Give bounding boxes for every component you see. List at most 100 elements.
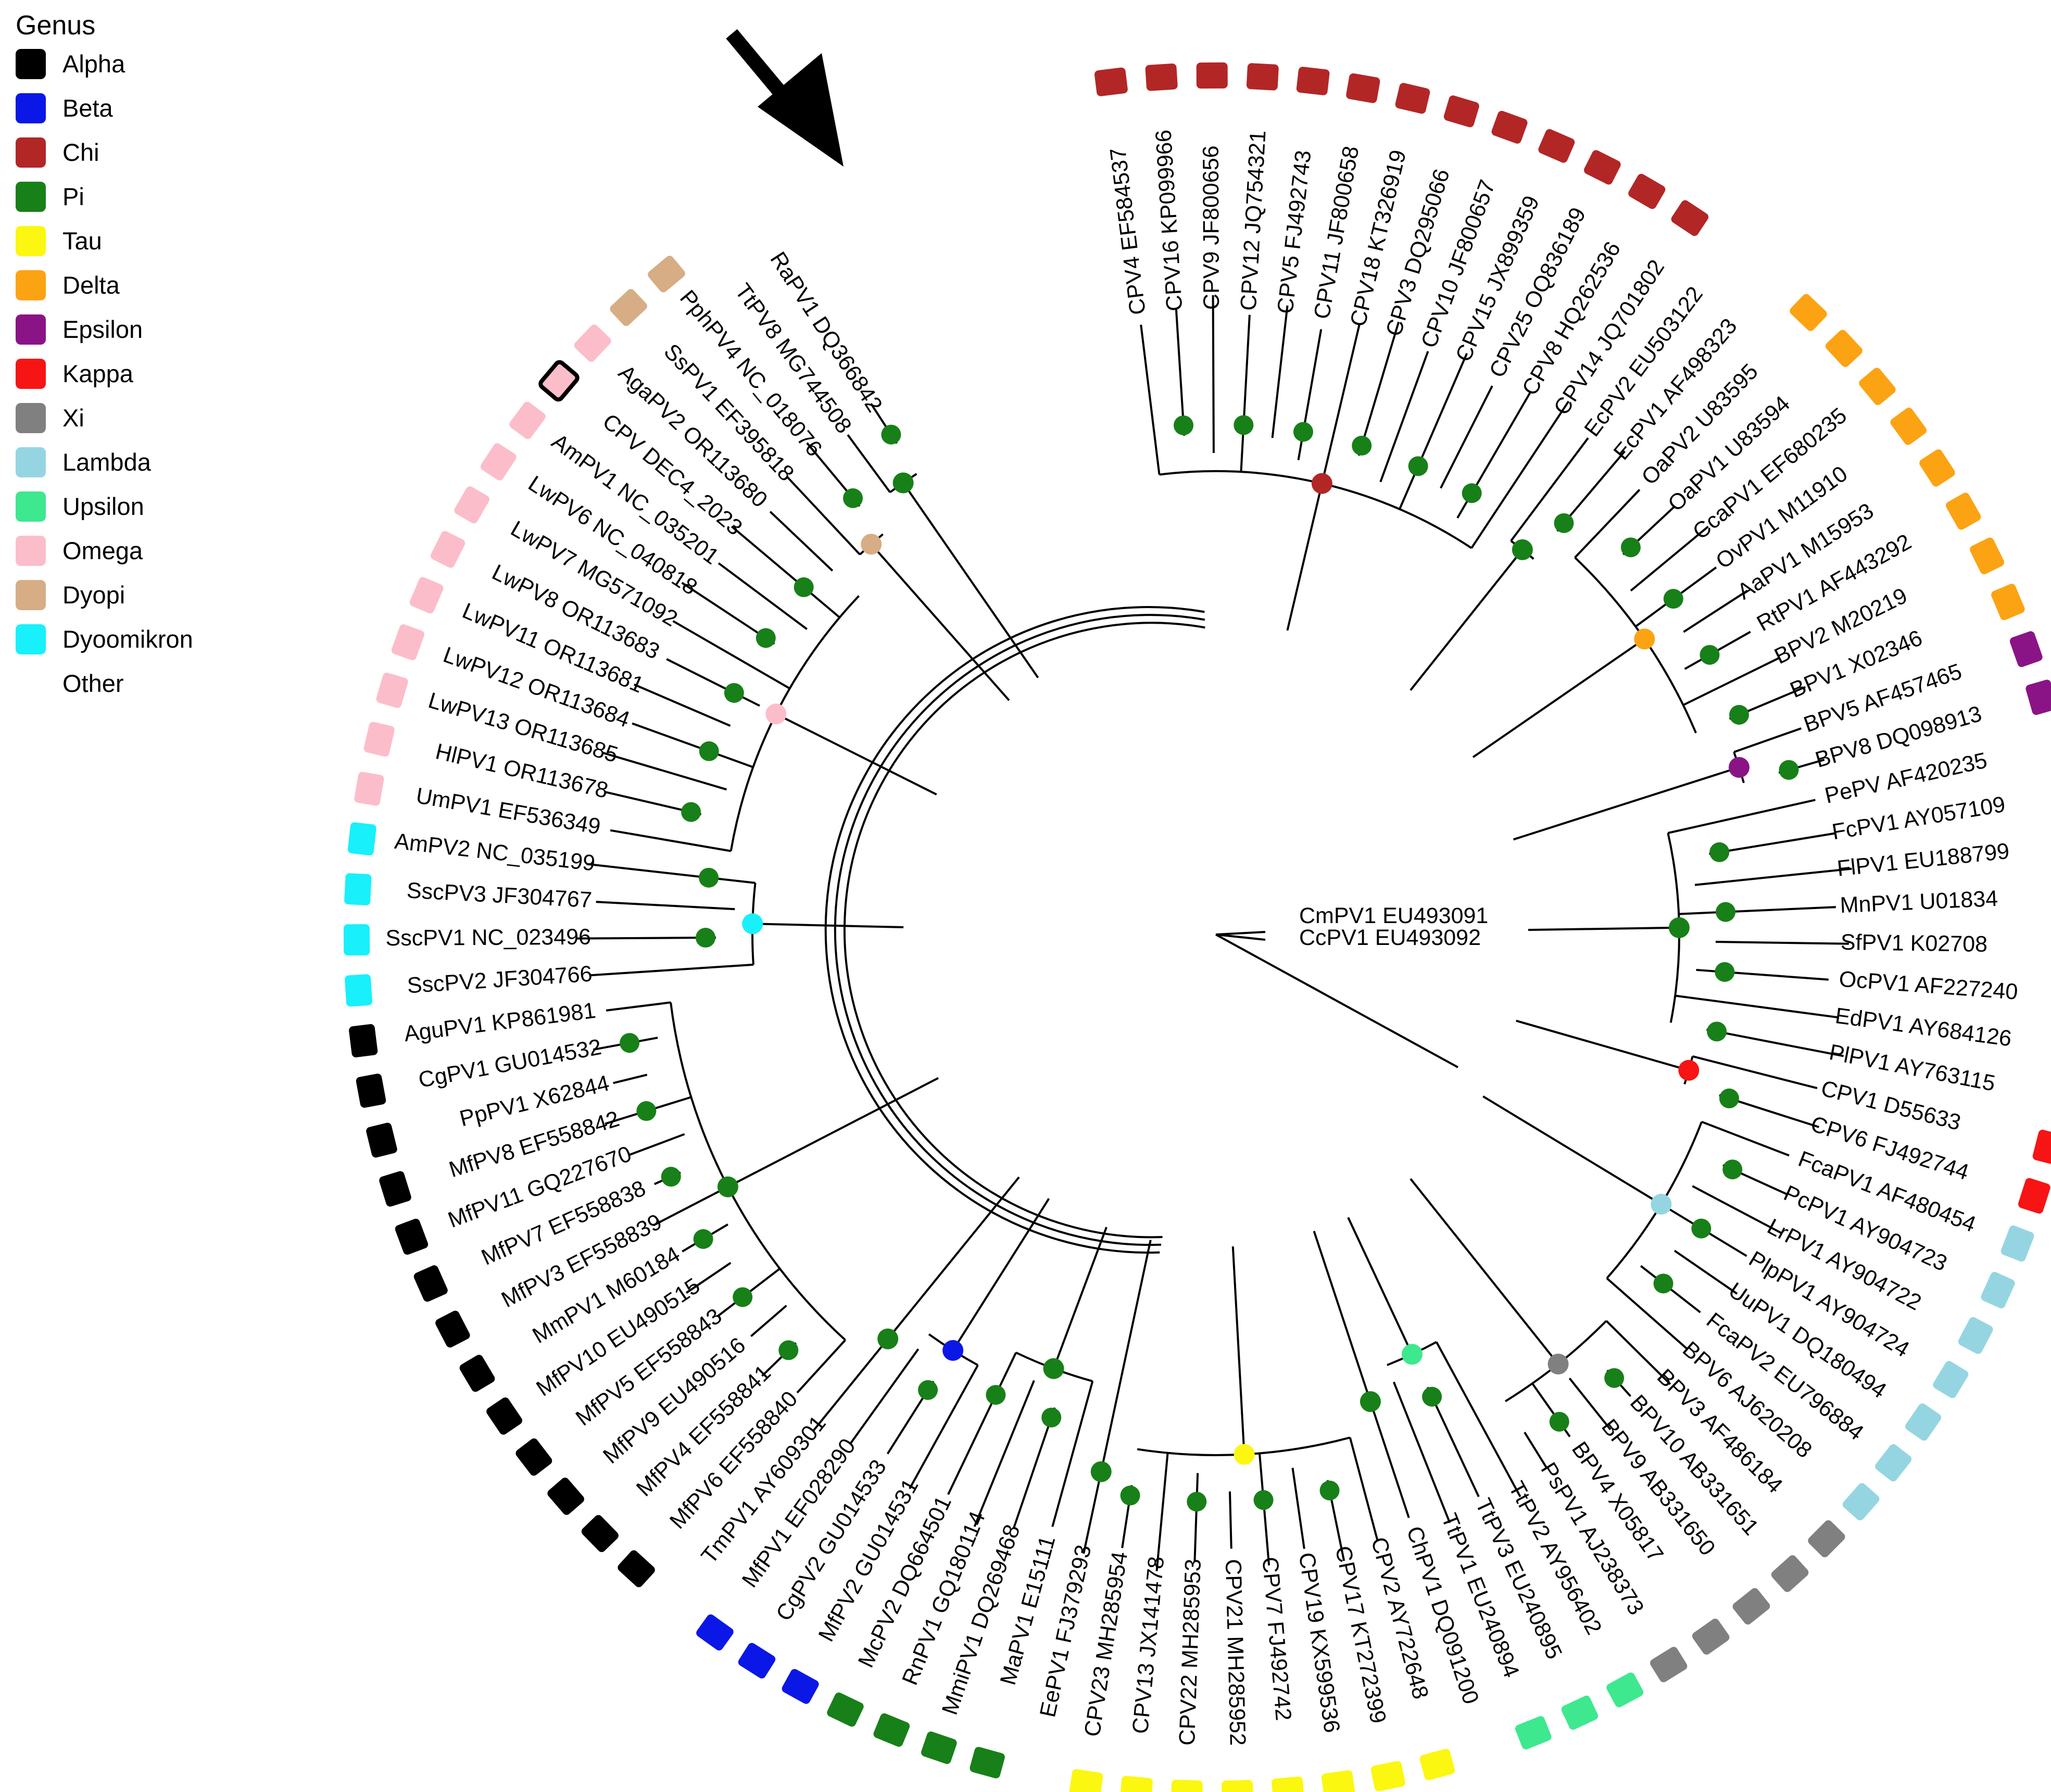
support-node: [1729, 704, 1749, 725]
ring-marker-alpha: [349, 1024, 378, 1057]
tip-branch: [632, 722, 754, 768]
support-node: [986, 1385, 1006, 1405]
tip-branch: [1175, 309, 1186, 436]
legend-swatch-dyoomikron: [16, 624, 46, 654]
legend-item-xi: Xi: [16, 396, 234, 440]
ring-marker-alpha: [486, 1397, 522, 1435]
support-node: [1653, 1273, 1673, 1294]
support-node: [942, 1340, 964, 1361]
legend-title: Genus: [16, 10, 96, 41]
ring-marker-tau: [1069, 1769, 1103, 1792]
tip-label: CPV21 MH285952: [1220, 1559, 1250, 1746]
ring-marker-upsilon: [1606, 1672, 1644, 1708]
support-node: [1253, 1490, 1274, 1510]
legend-swatch-upsilon: [16, 491, 46, 522]
support-node: [756, 628, 776, 648]
support-node: [636, 1101, 657, 1121]
ring-marker-tau: [1370, 1761, 1405, 1791]
legend-swatch-other: [16, 668, 46, 699]
support-node: [1120, 1485, 1140, 1506]
ring-marker-kappa: [2018, 1178, 2050, 1214]
tip-branch: [1692, 1185, 1782, 1234]
clade-stem: [902, 482, 1039, 678]
clade-stem: [1516, 1019, 1689, 1071]
support-node: [1352, 435, 1372, 456]
ring-marker-tau: [1321, 1770, 1355, 1792]
support-node: [733, 1287, 753, 1307]
clade-stem: [1482, 1095, 1662, 1205]
ring-marker-delta: [1919, 449, 1955, 487]
tip-branch: [849, 1348, 920, 1445]
support-node: [778, 1340, 799, 1360]
ring-marker-pi: [873, 1713, 910, 1747]
tip-branch: [1524, 1431, 1547, 1468]
clade-stem: [1347, 1217, 1413, 1355]
legend-item-dyopi: Dyopi: [16, 573, 234, 617]
legend-item-pi: Pi: [16, 174, 234, 219]
support-node: [765, 703, 787, 725]
support-node: [1668, 917, 1690, 938]
tip-branch: [1392, 1381, 1451, 1523]
legend-item-beta: Beta: [16, 86, 234, 130]
genus-legend: Genus Alpha Beta Chi Pi Tau Delta Epsilon Kappa…: [16, 9, 234, 705]
legend-label-epsilon: Epsilon: [62, 316, 143, 343]
tip-label: OcPV1 AF227240: [1838, 967, 2019, 1005]
tip-label: MnPV1 U01834: [1840, 886, 1998, 918]
support-node: [620, 1033, 640, 1053]
support-node: [681, 802, 701, 822]
legend-rows: Alpha Beta Chi Pi Tau Delta Epsilon Kappa Xi Lamb…: [16, 42, 234, 705]
ring-marker-lambda: [1842, 1483, 1880, 1521]
tip-branch: [847, 434, 891, 493]
clade-stem: [1513, 766, 1740, 841]
tip-branch: [1679, 906, 1836, 915]
support-node: [1779, 760, 1799, 780]
legend-item-epsilon: Epsilon: [16, 307, 234, 351]
support-node: [1715, 962, 1735, 982]
legend-item-alpha: Alpha: [16, 42, 234, 86]
highlight-arrow-icon: [726, 29, 844, 167]
support-node: [794, 577, 814, 597]
tip-branch: [1682, 657, 1779, 706]
support-node: [1234, 1444, 1255, 1465]
ring-marker-xi: [1692, 1619, 1730, 1655]
legend-label-pi: Pi: [62, 183, 84, 210]
legend-swatch-beta: [16, 93, 46, 123]
tip-branch: [1193, 1473, 1199, 1561]
ring-marker-alpha: [395, 1218, 429, 1255]
ring-marker-delta: [1946, 493, 1981, 530]
tip-branch: [1240, 314, 1251, 472]
tip-branch: [1291, 1468, 1305, 1549]
tip-branch: [672, 620, 790, 690]
legend-swatch-xi: [16, 402, 46, 433]
ring-marker-lambda: [2000, 1225, 2034, 1262]
root-label: CcPV1 EU493092: [1299, 925, 1481, 950]
genus-ring: [343, 62, 2051, 1792]
tip-label: CPV22 MH285953: [1175, 1558, 1206, 1746]
ring-marker-upsilon: [1515, 1716, 1552, 1750]
support-node: [918, 1380, 938, 1400]
legend-item-delta: Delta: [16, 263, 234, 307]
ring-marker-xi: [1771, 1555, 1809, 1592]
tip-label: SscPV3 JF304767: [406, 878, 593, 913]
support-node: [843, 488, 863, 508]
ring-marker-alpha: [413, 1265, 448, 1302]
ring-marker-chi: [1296, 67, 1330, 95]
ring-marker-xi: [1808, 1520, 1845, 1558]
ring-marker-delta: [1825, 330, 1863, 367]
ring-marker-kappa: [2032, 1129, 2051, 1165]
legend-item-omega: Omega: [16, 528, 234, 573]
ring-marker-omega: [574, 324, 611, 362]
support-node: [1549, 1411, 1569, 1432]
ring-marker-lambda: [1875, 1444, 1912, 1482]
tip-label: SscPV1 NC_023496: [385, 925, 591, 951]
tip-branch: [613, 1074, 648, 1084]
legend-swatch-pi: [16, 181, 46, 212]
clade-stem: [775, 713, 937, 796]
tip-label: SfPV1 K02708: [1841, 930, 1988, 957]
tip-branch: [1733, 727, 1802, 753]
clade-stem: [1528, 926, 1679, 931]
clade-stem: [1410, 1178, 1559, 1365]
support-node: [1634, 628, 1655, 650]
tip-branch: [1605, 1320, 1671, 1385]
support-node: [1678, 1059, 1700, 1081]
